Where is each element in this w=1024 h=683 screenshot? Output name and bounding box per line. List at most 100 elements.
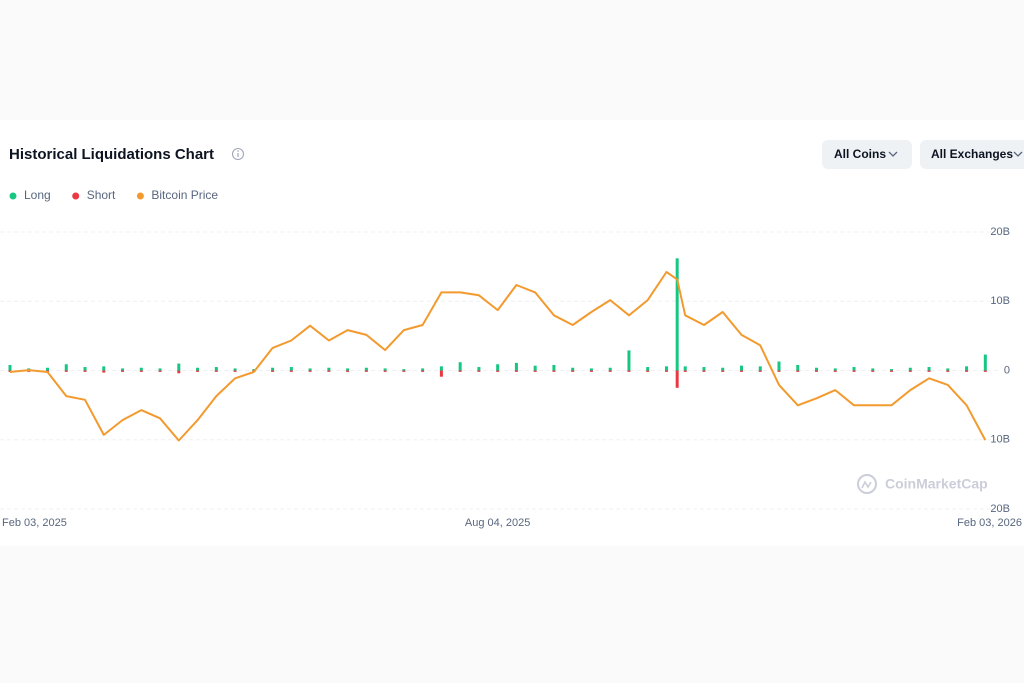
bar [946, 370, 950, 372]
legend-marker [72, 192, 80, 200]
filter-button[interactable] [822, 140, 912, 169]
bar [646, 370, 650, 372]
bar [608, 367, 612, 371]
filter-label[interactable]: All Coins [834, 147, 886, 161]
bar [927, 367, 931, 371]
y-tick-label: 10B [990, 295, 1010, 307]
bar [890, 370, 894, 372]
bar [83, 367, 87, 371]
bar [627, 350, 631, 371]
bar [271, 370, 275, 372]
bar [946, 368, 950, 371]
bar [675, 258, 679, 371]
chevron [1013, 151, 1023, 157]
bar [364, 367, 368, 371]
bar [852, 367, 856, 371]
y-tick-label: 10B [990, 434, 1010, 446]
bar [514, 370, 518, 372]
card [0, 120, 1024, 546]
bar [46, 367, 50, 371]
bar [102, 366, 106, 371]
legend-label: Bitcoin Price [151, 188, 218, 202]
bar [927, 370, 931, 372]
bar [608, 370, 612, 372]
bar [64, 370, 68, 372]
legend-marker [136, 192, 144, 200]
bar [421, 370, 425, 372]
bar [908, 370, 912, 372]
bar [683, 366, 687, 371]
legend-label: Short [87, 188, 116, 202]
bar [158, 368, 162, 371]
bar [139, 370, 143, 372]
bar [796, 370, 800, 372]
bar [458, 362, 462, 371]
bar [289, 370, 293, 372]
bar [571, 370, 575, 372]
bar [458, 370, 462, 372]
bar [589, 370, 593, 372]
bar [233, 370, 237, 372]
bar [402, 370, 406, 372]
x-tick-label: Aug 04, 2025 [465, 517, 530, 529]
bar [627, 370, 631, 372]
bar [758, 366, 762, 371]
bar [158, 370, 162, 372]
bar [346, 368, 350, 371]
bar [965, 370, 969, 372]
filter-button[interactable] [920, 140, 1024, 169]
bar [177, 363, 181, 371]
bar [421, 368, 425, 371]
bar [721, 370, 725, 372]
bar [664, 366, 668, 371]
bar [477, 367, 481, 371]
bar [983, 370, 987, 372]
y-tick-label: 0 [1004, 364, 1010, 376]
bar [346, 370, 350, 372]
bar [496, 364, 500, 371]
legend-label: Long [24, 188, 51, 202]
bar [533, 370, 537, 372]
bar [514, 362, 518, 371]
bar [121, 370, 125, 372]
bar [571, 367, 575, 371]
bar [233, 368, 237, 371]
filter-label[interactable]: All Exchanges [931, 147, 1013, 161]
bar [402, 369, 406, 371]
bar [908, 367, 912, 371]
chevron [888, 151, 898, 157]
bar [383, 370, 387, 372]
watermark: CoinMarketCap [857, 474, 988, 494]
bar [852, 370, 856, 372]
bar [833, 370, 837, 372]
bar [702, 367, 706, 371]
bar [308, 368, 312, 371]
x-tick-label: Feb 03, 2026 [957, 517, 1022, 529]
bar [196, 370, 200, 372]
bar [758, 370, 762, 372]
bar [589, 368, 593, 371]
bar [271, 367, 275, 371]
bar [739, 365, 743, 371]
bar [965, 366, 969, 371]
bar [308, 370, 312, 372]
bar [496, 370, 500, 372]
bar [796, 364, 800, 371]
bar [871, 370, 875, 372]
price-line [9, 271, 987, 442]
bar [777, 361, 781, 371]
bar [477, 370, 481, 372]
bar [646, 367, 650, 371]
bar [27, 370, 31, 372]
bar [196, 367, 200, 371]
info-icon[interactable] [231, 147, 245, 161]
bar [983, 354, 987, 371]
bar [552, 364, 556, 371]
bar [383, 368, 387, 371]
legend-marker [9, 192, 17, 200]
bar [252, 369, 256, 371]
bar [8, 364, 12, 371]
y-tick-label: 20B [990, 226, 1010, 238]
